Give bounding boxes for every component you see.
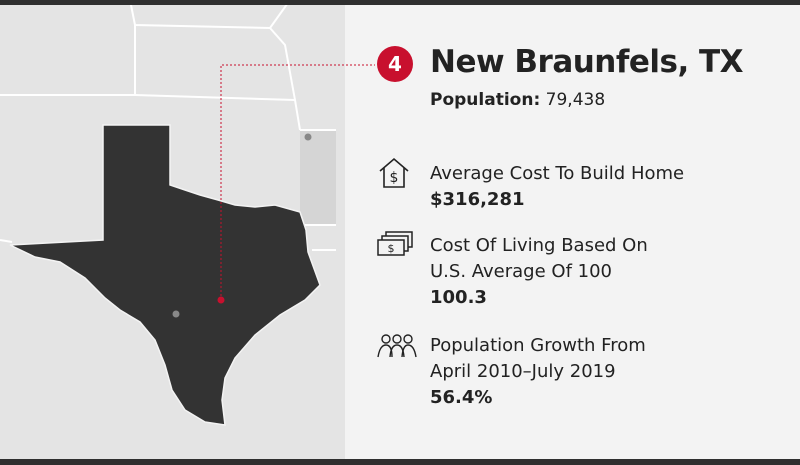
house-icon: $ — [379, 157, 409, 188]
money-icon: $ — [377, 231, 413, 256]
people-icon — [377, 334, 417, 358]
population-value: 79,438 — [545, 90, 606, 110]
rank-badge: 4 — [377, 46, 413, 82]
stat-label: April 2010–July 2019 — [430, 361, 616, 382]
svg-text:$: $ — [388, 242, 395, 255]
svg-text:$: $ — [390, 170, 399, 186]
stat: Population Growth From April 2010–July 2… — [430, 333, 646, 411]
stat: Average Cost To Build Home $316,281 — [430, 161, 684, 213]
stat-value: $316,281 — [430, 189, 525, 210]
stat-value: 56.4% — [430, 387, 493, 408]
stat: Cost Of Living Based On U.S. Average Of … — [430, 233, 648, 311]
stat-label: Population Growth From — [430, 335, 646, 356]
stat-label: U.S. Average Of 100 — [430, 261, 612, 282]
stat-label: Average Cost To Build Home — [430, 163, 685, 184]
population: Population: 79,438 — [430, 90, 605, 110]
stat-label: Cost Of Living Based On — [430, 235, 648, 256]
bottom-bar — [0, 459, 800, 465]
stat-value: 100.3 — [430, 287, 487, 308]
top-bar — [0, 0, 800, 5]
city-title: New Braunfels, TX — [430, 44, 744, 80]
population-label: Population: — [430, 90, 541, 110]
